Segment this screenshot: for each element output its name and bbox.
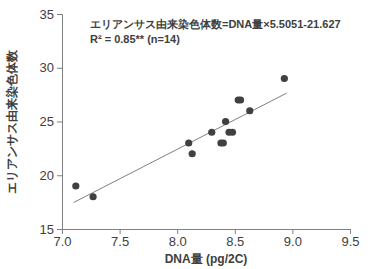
tick-label: 8.5: [226, 234, 244, 249]
tick: 20: [40, 168, 62, 183]
point: [189, 150, 196, 157]
point: [281, 75, 288, 82]
tick-label: 35: [40, 7, 54, 22]
tick-label: 7.5: [111, 234, 129, 249]
axis-line: [63, 230, 351, 235]
point: [222, 118, 229, 125]
point: [72, 182, 79, 189]
tick: 7.0: [53, 229, 71, 249]
tick-mark: [57, 122, 62, 123]
tick-label: 8.0: [169, 234, 187, 249]
tick-label: 30: [40, 60, 54, 75]
y-axis: 15 20 25 30 35: [40, 7, 63, 237]
tick: 7.5: [111, 229, 129, 249]
chart: 7.0 7.5 8.0 8.5 9.0 9.5 15 20 25 30 35 エリアンサス由来染色体数…: [0, 0, 391, 269]
tick: 25: [40, 114, 62, 129]
point: [185, 139, 192, 146]
tick-label: 25: [40, 114, 54, 129]
annotation: エリアンサス由来染色体数=DNA量×5.5051-21.627: [90, 18, 341, 30]
point: [90, 193, 97, 200]
tick-mark: [57, 68, 62, 69]
tick-mark: [57, 14, 62, 15]
x-axis: 7.0 7.5 8.0 8.5 9.0 9.5: [53, 229, 359, 249]
tick-mark: [57, 175, 62, 176]
point: [237, 96, 244, 103]
tick: 9.5: [341, 229, 359, 249]
annotations: エリアンサス由来染色体数=DNA量×5.5051-21.627 R² = 0.85…: [90, 18, 341, 45]
tick: 30: [40, 60, 62, 75]
plot-area: [72, 75, 288, 203]
point: [220, 139, 227, 146]
tick-label: 7.0: [53, 234, 71, 249]
tick: 35: [40, 7, 62, 22]
point: [246, 107, 253, 114]
tick-label: 9.5: [341, 234, 359, 249]
annotation: R² = 0.85** (n=14): [90, 33, 180, 45]
tick-label: 9.0: [284, 234, 302, 249]
point: [208, 129, 215, 136]
tick-label: 15: [40, 222, 54, 237]
axis-line: [57, 15, 63, 230]
tick: 9.0: [284, 229, 302, 249]
tick: 8.5: [226, 229, 244, 249]
x-axis-title: DNA量 (pg/2C): [165, 252, 248, 266]
y-axis-title: エリアンサス由来染色体数: [5, 49, 19, 194]
point: [229, 129, 236, 136]
tick: 8.0: [169, 229, 187, 249]
tick-mark: [57, 229, 62, 230]
tick-label: 20: [40, 168, 54, 183]
trend-line: [74, 93, 287, 202]
tick: 15: [40, 222, 62, 237]
